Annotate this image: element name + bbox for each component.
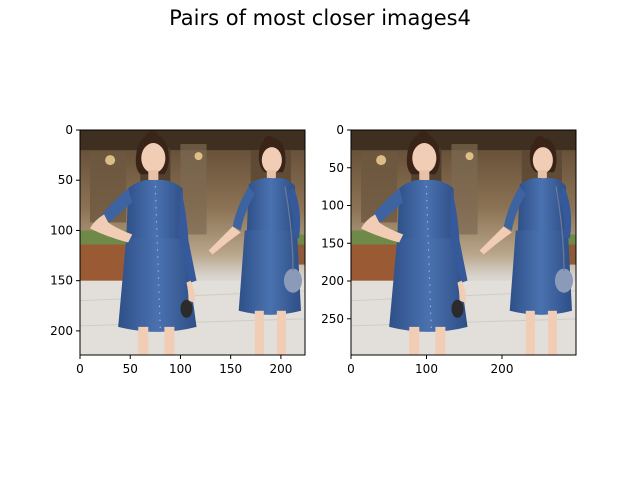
y-tick-label: 50 [58, 173, 73, 187]
x-tick-label: 200 [269, 362, 292, 376]
image-panel-1 [80, 130, 305, 355]
image-panel-2 [351, 130, 576, 355]
y-tick-label: 100 [321, 199, 344, 213]
y-tick-label: 200 [321, 274, 344, 288]
axes-frame [350, 129, 577, 356]
x-tick-label: 50 [123, 362, 138, 376]
y-tick-label: 250 [321, 312, 344, 326]
x-tick-label: 150 [219, 362, 242, 376]
y-tick-label: 50 [329, 161, 344, 175]
x-tick-label: 100 [169, 362, 192, 376]
y-tick-label: 150 [50, 274, 73, 288]
x-tick-label: 0 [76, 362, 84, 376]
y-tick-label: 0 [336, 123, 344, 137]
figure-title: Pairs of most closer images4 [169, 6, 471, 30]
x-tick-label: 200 [491, 362, 514, 376]
axes-frame [79, 129, 306, 356]
axes-right: 0 100 200 0 50 100 150 200 250 [321, 123, 577, 376]
axes-left: 0 50 100 150 200 0 50 100 150 200 [50, 123, 306, 376]
y-tick-label: 200 [50, 324, 73, 338]
x-tick-label: 100 [415, 362, 438, 376]
x-tick-label: 0 [347, 362, 355, 376]
y-tick-label: 0 [65, 123, 73, 137]
y-tick-label: 150 [321, 236, 344, 250]
y-tick-label: 100 [50, 223, 73, 237]
